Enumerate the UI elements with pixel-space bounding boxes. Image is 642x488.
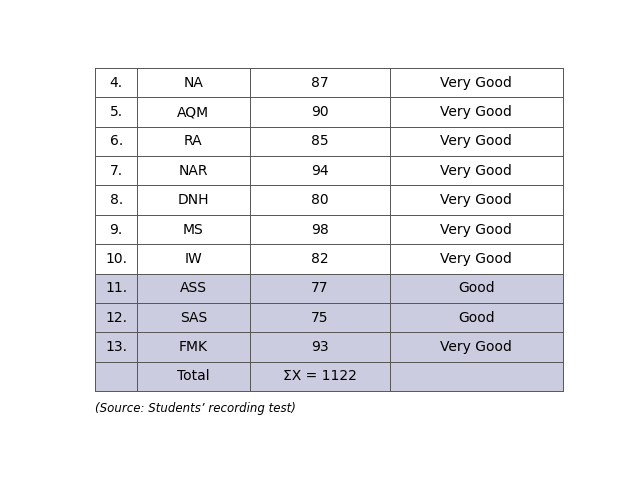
Bar [95,97,563,127]
Text: NAR: NAR [178,164,208,178]
Text: 5.: 5. [110,105,123,119]
Text: Very Good: Very Good [440,193,512,207]
Text: Very Good: Very Good [440,76,512,90]
Bar [95,185,563,215]
Text: 8.: 8. [110,193,123,207]
Text: ΣX = 1122: ΣX = 1122 [282,369,356,384]
Bar [95,68,563,97]
Text: Very Good: Very Good [440,252,512,266]
Text: 80: 80 [311,193,329,207]
Text: MS: MS [183,223,204,237]
Bar [95,362,563,391]
Bar [95,127,563,156]
Text: Very Good: Very Good [440,223,512,237]
Text: 7.: 7. [110,164,123,178]
Text: 75: 75 [311,311,329,325]
Text: 98: 98 [311,223,329,237]
Text: 11.: 11. [105,281,127,295]
Bar [95,156,563,185]
Text: Total: Total [177,369,210,384]
Text: NA: NA [184,76,204,90]
Bar [95,332,563,362]
Text: Good: Good [458,311,495,325]
Text: FMK: FMK [179,340,208,354]
Bar [95,303,563,332]
Text: Good: Good [458,281,495,295]
Text: DNH: DNH [178,193,209,207]
Text: 87: 87 [311,76,329,90]
Text: 9.: 9. [110,223,123,237]
Text: ASS: ASS [180,281,207,295]
Text: 13.: 13. [105,340,127,354]
Text: 93: 93 [311,340,329,354]
Text: Very Good: Very Good [440,340,512,354]
Text: 77: 77 [311,281,329,295]
Text: 85: 85 [311,134,329,148]
Bar [95,274,563,303]
Bar [95,244,563,274]
Text: 12.: 12. [105,311,127,325]
Bar [95,215,563,244]
Text: RA: RA [184,134,203,148]
Text: SAS: SAS [180,311,207,325]
Text: IW: IW [184,252,202,266]
Text: 94: 94 [311,164,329,178]
Text: Very Good: Very Good [440,164,512,178]
Text: Very Good: Very Good [440,134,512,148]
Text: 90: 90 [311,105,329,119]
Text: 10.: 10. [105,252,127,266]
Text: 4.: 4. [110,76,123,90]
Text: 82: 82 [311,252,329,266]
Text: Very Good: Very Good [440,105,512,119]
Text: (Source: Students’ recording test): (Source: Students’ recording test) [95,403,296,415]
Text: 6.: 6. [110,134,123,148]
Text: AQM: AQM [177,105,209,119]
